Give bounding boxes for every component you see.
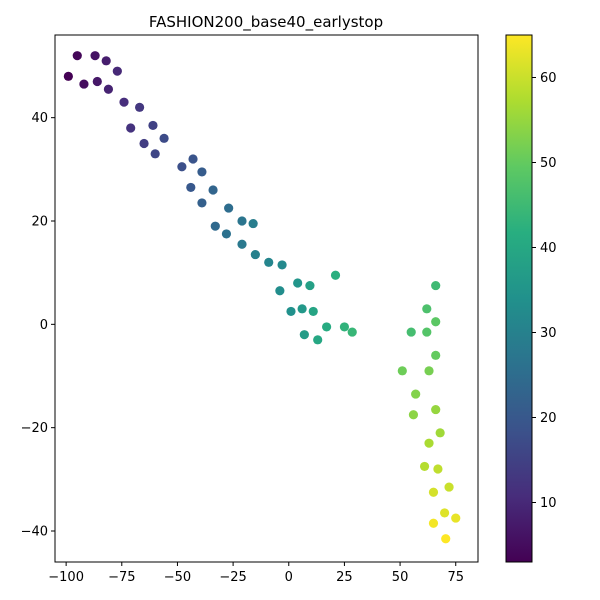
x-tick-label: −75 bbox=[108, 570, 135, 585]
data-point bbox=[408, 410, 419, 420]
colorbar-ticks: 10 20 30 40 50 60 bbox=[532, 71, 557, 511]
x-tick-label: 50 bbox=[392, 570, 409, 585]
data-point bbox=[419, 461, 430, 472]
data-point bbox=[440, 508, 450, 518]
y-tick-label: 0 bbox=[40, 318, 48, 333]
data-point bbox=[139, 138, 149, 149]
chart-title: FASHION200_base40_earlystop bbox=[149, 13, 383, 32]
data-point bbox=[237, 239, 247, 249]
x-tick-label: −50 bbox=[164, 570, 191, 585]
data-point bbox=[308, 306, 318, 317]
data-point bbox=[112, 66, 122, 76]
data-point bbox=[313, 335, 323, 345]
data-point bbox=[177, 162, 187, 172]
data-point bbox=[422, 327, 432, 337]
data-point bbox=[126, 123, 136, 133]
data-point bbox=[90, 51, 100, 61]
data-point bbox=[431, 404, 441, 415]
data-point bbox=[424, 366, 434, 376]
data-point bbox=[79, 79, 89, 89]
y-axis: −40 −20 0 20 40 bbox=[21, 111, 55, 540]
y-tick-label: −40 bbox=[21, 525, 48, 540]
colorbar-tick-label: 60 bbox=[540, 71, 557, 86]
data-point bbox=[224, 203, 234, 213]
x-tick-label: 0 bbox=[285, 570, 293, 585]
colorbar-tick-label: 50 bbox=[540, 156, 557, 171]
x-axis: −100 −75 −50 −25 0 25 50 75 bbox=[48, 562, 464, 585]
x-tick-label: 75 bbox=[447, 570, 464, 585]
data-point bbox=[63, 71, 73, 81]
data-point bbox=[197, 167, 207, 177]
colorbar bbox=[505, 34, 533, 563]
data-point bbox=[103, 84, 114, 94]
data-point bbox=[210, 221, 220, 231]
data-point bbox=[248, 218, 258, 229]
data-point bbox=[441, 534, 451, 544]
data-point bbox=[424, 438, 434, 448]
colorbar-tick-label: 10 bbox=[540, 496, 557, 511]
data-point bbox=[188, 154, 198, 164]
data-point bbox=[431, 317, 441, 327]
data-point bbox=[135, 102, 145, 112]
data-point bbox=[330, 270, 341, 280]
y-tick-label: 20 bbox=[31, 215, 48, 230]
colorbar-tick-label: 30 bbox=[540, 326, 557, 341]
data-point bbox=[435, 428, 445, 438]
data-point bbox=[159, 133, 169, 143]
data-point bbox=[264, 257, 274, 267]
data-point bbox=[297, 304, 307, 314]
data-point bbox=[186, 182, 196, 193]
data-point bbox=[250, 249, 260, 260]
data-point bbox=[422, 304, 432, 314]
x-tick-label: 25 bbox=[336, 570, 353, 585]
colorbar-tick-label: 40 bbox=[540, 241, 557, 256]
data-point bbox=[286, 306, 296, 317]
data-point bbox=[275, 286, 285, 296]
x-tick-label: −25 bbox=[219, 570, 246, 585]
data-point bbox=[411, 389, 421, 399]
data-point bbox=[347, 327, 357, 337]
data-point bbox=[293, 278, 303, 288]
data-point bbox=[72, 51, 82, 61]
data-point bbox=[101, 56, 111, 66]
data-point bbox=[433, 464, 443, 474]
data-point bbox=[148, 120, 158, 131]
y-tick-label: −20 bbox=[21, 421, 48, 436]
data-point bbox=[397, 366, 407, 376]
data-point bbox=[221, 229, 232, 239]
plot-points bbox=[63, 51, 461, 544]
x-tick-label: −100 bbox=[48, 570, 84, 585]
data-point bbox=[150, 149, 160, 159]
data-point bbox=[305, 280, 315, 291]
data-point bbox=[92, 76, 102, 87]
data-point bbox=[237, 216, 247, 226]
data-point bbox=[299, 330, 309, 340]
data-point bbox=[339, 322, 350, 332]
plot-frame bbox=[54, 34, 479, 563]
data-point bbox=[444, 482, 454, 492]
data-point bbox=[197, 198, 207, 208]
data-point bbox=[119, 97, 129, 107]
data-point bbox=[277, 260, 287, 270]
y-tick-label: 40 bbox=[31, 111, 48, 126]
data-point bbox=[428, 518, 439, 528]
data-point bbox=[406, 327, 416, 337]
data-point bbox=[428, 487, 439, 497]
colorbar-tick-label: 20 bbox=[540, 411, 557, 426]
data-point bbox=[451, 513, 461, 523]
data-point bbox=[208, 185, 218, 195]
data-point bbox=[431, 280, 441, 291]
data-point bbox=[322, 322, 332, 332]
data-point bbox=[431, 350, 441, 360]
